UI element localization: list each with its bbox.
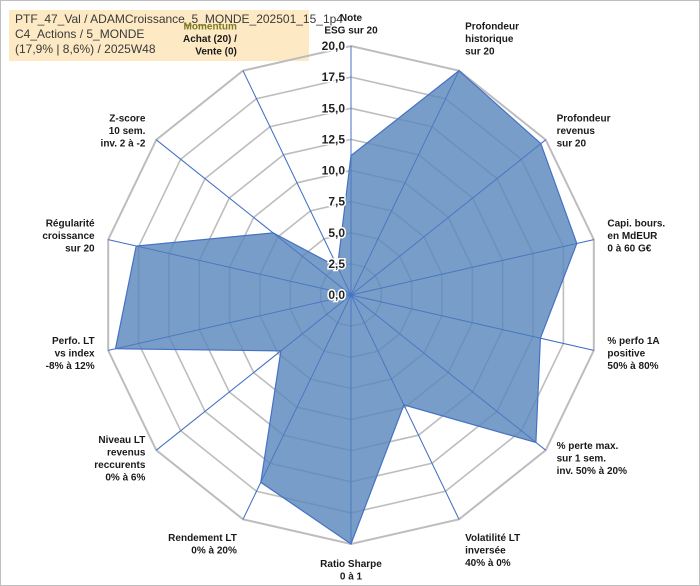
tick-halo-5: 12,5 — [322, 132, 346, 146]
axis-label-5: % perte max. sur 1 sem. inv. 50% à 20% — [557, 441, 628, 477]
tick-label-2: 5,0 — [328, 226, 345, 240]
axis-label-10-line-2: -8% à 12% — [46, 361, 95, 372]
axis-label-1-line-0: Profondeur — [465, 22, 519, 33]
axis-label-11-line-2: sur 20 — [65, 244, 95, 255]
tick-halo-7: 17,5 — [322, 70, 346, 84]
axis-label-0: Note ESG sur 20 — [324, 13, 378, 37]
axis-label-13: Momentum Achat (20) / Vente (0) — [183, 22, 237, 58]
axis-label-10: Perfo. LT vs index -8% à 12% — [46, 336, 95, 372]
axis-label-1: Profondeur historique sur 20 — [465, 22, 519, 58]
axis-label-12: Z-score 10 sem. inv. 2 à -2 — [101, 113, 146, 149]
axis-label-12-line-1: 10 sem. — [109, 126, 146, 137]
axis-label-9-line-3: 0% à 6% — [105, 473, 145, 484]
chart-title-box: PTF_47_Val / ADAMCroissance_5_MONDE_2025… — [9, 10, 343, 61]
axis-label-2-line-0: Profondeur — [557, 113, 611, 124]
spoke-overlay-10 — [108, 294, 352, 351]
axis-label-4: % perfo 1A positive 50% à 80% — [607, 336, 659, 372]
axis-label-2-line-2: sur 20 — [557, 138, 587, 149]
spoke-overlay-2 — [350, 139, 546, 296]
radar-axis-labels: Note ESG sur 20 Profondeur historique sur 20… — [42, 13, 665, 583]
axis-label-0-line-1: ESG sur 20 — [324, 26, 378, 37]
tick-label-4: 10,0 — [322, 164, 346, 178]
tick-label-0: 0,0 — [328, 288, 345, 302]
axis-label-13-line-2: Vente (0) — [195, 47, 237, 58]
tick-label-1: 2,5 — [328, 257, 345, 271]
tick-label-5: 12,5 — [322, 132, 346, 146]
axis-label-2: Profondeur revenus sur 20 — [557, 113, 611, 149]
axis-label-7-line-0: Ratio Sharpe — [320, 559, 382, 570]
spoke-overlay-3 — [350, 239, 594, 296]
axis-label-7: Ratio Sharpe 0 à 1 — [320, 559, 382, 583]
axis-label-4-line-2: 50% à 80% — [607, 361, 658, 372]
tick-halo-4: 10,0 — [322, 164, 346, 178]
axis-label-3: Capi. bours. en MdEUR 0 à 60 G€ — [607, 219, 665, 255]
spoke-overlay-8 — [242, 294, 352, 520]
axis-label-9: Niveau LT revenus reccurents 0% à 6% — [94, 435, 146, 484]
spoke-overlay-5 — [350, 294, 546, 451]
axis-label-1-line-1: historique — [465, 34, 514, 45]
spoke-overlay-1 — [350, 70, 460, 296]
title-line-2: C4_Actions / 5_MONDE — [15, 27, 145, 41]
axis-label-2-line-1: revenus — [557, 126, 596, 137]
tick-halo-2: 5,0 — [328, 226, 345, 240]
axis-label-5-line-2: inv. 50% à 20% — [557, 466, 628, 477]
tick-halo-3: 7,5 — [328, 195, 345, 209]
axis-label-6-line-2: 40% à 0% — [465, 558, 511, 569]
axis-label-7-line-1: 0 à 1 — [340, 572, 363, 583]
tick-halo-8: 20,0 — [322, 39, 346, 53]
axis-label-10-line-1: vs index — [55, 348, 95, 359]
axis-label-6: Volatilité LT inversée 40% à 0% — [465, 533, 520, 569]
spoke-overlay-6 — [350, 294, 460, 520]
axis-label-12-line-0: Z-score — [109, 113, 146, 124]
axis-label-6-line-1: inversée — [465, 546, 506, 557]
title-line-1: PTF_47_Val / ADAMCroissance_5_MONDE_2025… — [15, 12, 343, 26]
axis-label-3-line-0: Capi. bours. — [607, 219, 665, 230]
tick-halo-0: 0,0 — [328, 288, 345, 302]
tick-halo-6: 15,0 — [322, 101, 346, 115]
axis-label-8: Rendement LT 0% à 20% — [168, 533, 237, 557]
axis-label-8-line-0: Rendement LT — [168, 533, 237, 544]
radar-series — [108, 46, 594, 545]
axis-label-5-line-1: sur 1 sem. — [557, 454, 607, 465]
tick-label-6: 15,0 — [322, 101, 346, 115]
axis-label-10-line-0: Perfo. LT — [52, 336, 95, 347]
axis-label-9-line-2: reccurents — [94, 460, 146, 471]
axis-label-3-line-2: 0 à 60 G€ — [607, 244, 651, 255]
spoke-overlay-12 — [156, 139, 352, 296]
title-line-3: (17,9% | 8,6%) / 2025W48 — [15, 42, 156, 56]
spoke-overlay-4 — [350, 294, 594, 351]
axis-label-12-line-2: inv. 2 à -2 — [101, 138, 146, 149]
tick-label-3: 7,5 — [328, 195, 345, 209]
axis-label-13-line-0: Momentum — [184, 22, 237, 33]
axis-label-9-line-0: Niveau LT — [98, 435, 145, 446]
tick-halo-1: 2,5 — [328, 257, 345, 271]
axis-label-11-line-1: croissance — [42, 231, 95, 242]
axis-label-9-line-1: revenus — [107, 448, 146, 459]
radar-tick-labels: 0,00,02,52,55,05,07,57,510,010,012,512,5… — [320, 38, 347, 304]
axis-label-5-line-0: % perte max. — [557, 441, 619, 452]
axis-label-0-line-0: Note — [340, 13, 363, 24]
axis-label-6-line-0: Volatilité LT — [465, 533, 520, 544]
axis-label-8-line-1: 0% à 20% — [191, 546, 237, 557]
spoke-overlay-11 — [108, 239, 352, 296]
axis-label-13-line-1: Achat (20) / — [183, 34, 237, 45]
tick-label-8: 20,0 — [322, 39, 346, 53]
axis-label-11-line-0: Régularité — [46, 219, 95, 230]
axis-label-1-line-2: sur 20 — [465, 47, 495, 58]
axis-label-4-line-1: positive — [607, 348, 645, 359]
axis-label-11: Régularité croissance sur 20 — [42, 219, 95, 255]
axis-label-4-line-0: % perfo 1A — [607, 336, 659, 347]
spoke-overlay-9 — [156, 294, 352, 451]
spoke-overlay-13 — [242, 70, 352, 296]
tick-label-7: 17,5 — [322, 70, 346, 84]
axis-label-3-line-1: en MdEUR — [607, 231, 658, 242]
